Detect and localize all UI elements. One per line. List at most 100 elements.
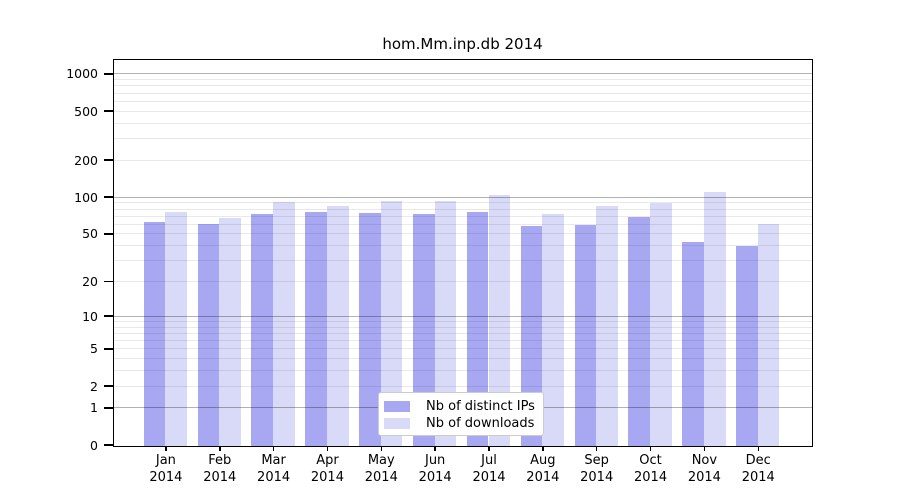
bar-downloads [488,195,511,446]
gridline-minor [113,110,812,112]
gridline-minor [113,332,812,334]
legend-entry-distinct-ips: Nb of distinct IPs [384,398,543,415]
x-axis-tick [272,446,275,451]
plot-area [112,58,813,447]
y-axis-tick [103,407,113,409]
x-axis-tick [757,446,759,451]
x-axis-tick-label: Jan 2014 [149,453,183,485]
y-axis-tick [103,315,113,317]
gridline-minor [113,79,812,81]
chart-title: hom.Mm.inp.db 2014 [382,35,543,53]
gridline-minor [113,281,812,282]
x-axis-tick [595,446,598,451]
y-axis-tick-label: 20 [82,274,98,289]
bar-downloads [434,200,457,446]
x-axis-tick-label: Jun 2014 [418,453,452,485]
y-axis-tick-label: 200 [74,152,98,168]
bar-distinct-ips [143,222,166,446]
legend: Nb of distinct IPs Nb of downloads [378,392,544,436]
gridline-minor [113,215,812,217]
y-axis-tick [103,385,113,387]
bar-distinct-ips [628,217,651,446]
gridline-minor [113,260,812,262]
bar-distinct-ips [197,223,220,446]
bar-downloads [165,211,188,446]
gridline-major [113,73,812,75]
x-axis-tick [326,446,329,451]
y-axis-tick [103,110,113,112]
gridline-minor [113,223,812,225]
bar-downloads [757,223,780,446]
x-axis-tick-label: May 2014 [364,453,398,485]
gridline-minor [113,245,812,247]
x-axis-tick-label: Oct 2014 [634,453,668,485]
bar-downloads [326,205,349,446]
legend-swatch-distinct-ips [384,401,410,412]
x-axis-tick [488,446,490,451]
gridline-minor [113,208,812,210]
gridline-minor [113,138,812,140]
bar-distinct-ips [736,246,758,446]
bar-downloads [380,200,403,446]
y-axis-tick-label: 0 [90,437,98,453]
gridline-minor [113,159,812,161]
x-axis-tick [165,446,167,451]
bar-distinct-ips [574,224,597,446]
y-axis-tick [103,348,113,350]
legend-label-downloads: Nb of downloads [426,416,535,431]
gridline-minor [113,320,812,322]
x-axis-tick-label: Jul 2014 [472,453,506,485]
x-axis-tick-label: Dec 2014 [741,453,775,485]
y-axis-tick [103,444,113,446]
bar-distinct-ips [251,214,274,446]
y-axis-tick-label: 1000 [66,66,98,82]
x-axis-tick [542,446,544,451]
bar-distinct-ips [412,214,435,446]
y-axis-tick [103,233,113,235]
gridline-minor [113,122,812,124]
bar-distinct-ips [466,212,489,446]
bar-downloads [596,205,618,446]
bar-distinct-ips [359,212,381,446]
gridline-minor [113,358,812,360]
bar-downloads [542,213,565,446]
y-axis-tick-label: 50 [82,226,98,242]
bar-downloads [650,202,672,446]
y-axis-tick-label: 1 [90,400,98,416]
gridline-major [113,315,812,317]
gridline-minor [113,370,812,372]
gridline-minor [113,202,812,204]
bar-distinct-ips [682,242,704,446]
y-axis-tick-label: 2 [90,378,98,394]
x-axis-tick-label: Apr 2014 [310,453,344,485]
gridline-minor [113,326,812,328]
x-axis-tick [434,446,436,451]
y-axis-tick-label: 100 [74,189,98,205]
y-axis-tick [103,159,113,161]
gridline-minor [113,100,812,102]
gridline-minor [113,348,812,350]
x-axis-tick [649,446,652,451]
x-axis-tick-label: Sep 2014 [580,453,614,485]
y-axis-tick-label: 5 [90,341,98,357]
bar-downloads [273,201,295,446]
y-axis-tick [103,280,113,283]
x-axis-tick-label: Mar 2014 [257,453,291,485]
bar-distinct-ips [520,225,543,446]
bar-downloads [219,218,241,446]
gridline-minor [113,233,812,235]
gridline-minor [113,385,812,387]
gridline-major [113,196,812,198]
y-axis-tick-label: 10 [82,308,98,324]
gridline-minor [113,92,812,94]
x-axis-tick [703,446,706,451]
y-axis-tick [103,73,113,75]
bar-distinct-ips [305,211,327,446]
legend-label-distinct-ips: Nb of distinct IPs [426,399,535,414]
legend-swatch-downloads [384,418,410,429]
x-axis-tick-label: Nov 2014 [687,453,721,485]
y-axis-tick-label: 500 [74,103,98,119]
gridline-minor [113,85,812,87]
gridline-minor [113,340,812,341]
